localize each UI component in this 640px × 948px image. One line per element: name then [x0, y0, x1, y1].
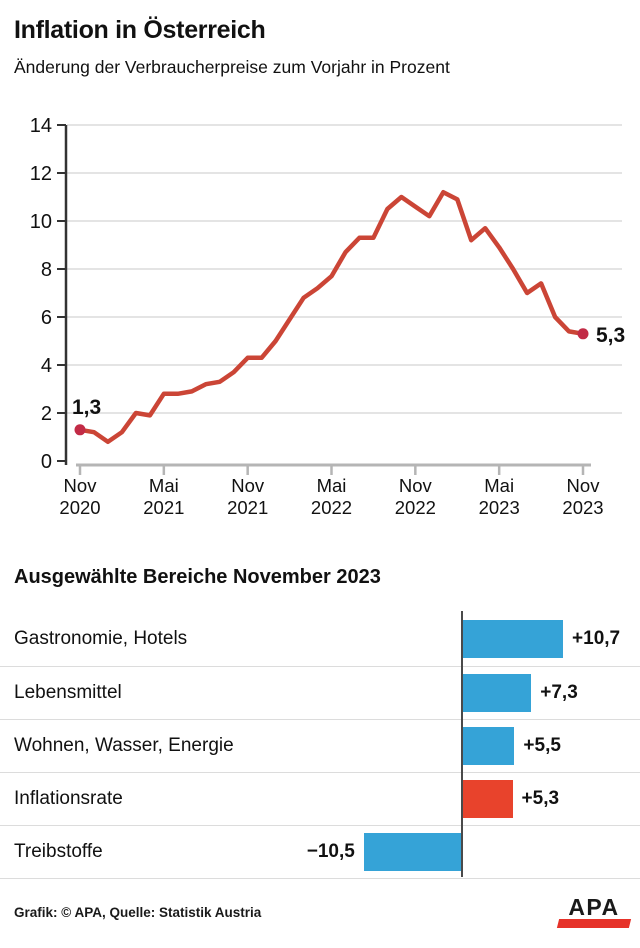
y-axis-tick-label: 0: [41, 451, 52, 473]
bar-row: Inflationsrate +5,3: [0, 772, 640, 825]
bar-rect: [463, 780, 513, 818]
y-axis-tick-label: 4: [41, 355, 52, 377]
inflation-line-chart: 0 2 4 6 8 10 12 14 Nov 2020 Mai 2021 Nov 2021 Mai 2022 N…: [30, 115, 625, 518]
x-axis-tick-label: Nov 2022: [395, 475, 436, 518]
bar-value-label: −10,5: [306, 841, 355, 862]
data-point-label: 1,3: [72, 396, 101, 419]
bar-value-label: +7,3: [540, 682, 578, 703]
bar-row-label: Treibstoffe: [14, 841, 103, 862]
x-axis-tick-label: Mai 2022: [311, 475, 352, 518]
data-point-marker: [74, 424, 86, 436]
bar-row: Lebensmittel +7,3: [0, 666, 640, 719]
page-subtitle: Änderung der Verbraucherpreise zum Vorja…: [14, 57, 450, 77]
page-title: Inflation in Österreich: [14, 16, 266, 44]
x-axis-tick-label: Mai 2023: [479, 475, 520, 518]
bar-value-label: +10,7: [572, 628, 621, 649]
y-axis-tick-label: 14: [30, 115, 52, 137]
x-axis-tick-label: Nov 2020: [59, 475, 100, 518]
bar-row-label: Gastronomie, Hotels: [14, 628, 188, 649]
y-axis-tick-label: 12: [30, 163, 52, 185]
bar-value-label: +5,3: [521, 788, 560, 809]
bar-chart-rows: Gastronomie, Hotels +10,7 Lebensmittel +7,3…: [0, 613, 640, 879]
apa-logo: APA: [556, 894, 632, 928]
y-axis-tick-label: 8: [41, 259, 52, 281]
bar-section-title: Ausgewählte Bereiche November 2023: [14, 566, 381, 588]
bar-row: Gastronomie, Hotels +10,7: [0, 613, 640, 666]
bar-rect: [463, 620, 564, 658]
bar-row-label: Inflationsrate: [14, 788, 123, 809]
bar-row-label: Wohnen, Wasser, Energie: [14, 735, 234, 756]
bar-value-label: +5,5: [523, 735, 561, 756]
data-point-marker: [577, 328, 589, 340]
apa-logo-red-bar: [556, 919, 632, 928]
y-axis-tick-label: 10: [30, 211, 52, 233]
bar-row: Wohnen, Wasser, Energie +5,5: [0, 719, 640, 772]
y-axis-tick-label: 2: [41, 403, 52, 425]
bar-rect: [463, 727, 515, 765]
bar-chart-baseline: [461, 611, 463, 877]
apa-logo-text: APA: [568, 894, 620, 920]
credit-text: Grafik: © APA, Quelle: Statistik Austria: [14, 905, 262, 920]
x-axis-tick-label: Nov 2021: [227, 475, 268, 518]
bar-rect: [463, 674, 532, 712]
x-axis-tick-label: Mai 2021: [143, 475, 184, 518]
bar-row-label: Lebensmittel: [14, 682, 122, 703]
bar-rect: [363, 833, 462, 871]
x-axis-tick-label: Nov 2023: [562, 475, 603, 518]
y-axis-tick-label: 6: [41, 307, 52, 329]
bar-row: Treibstoffe −10,5: [0, 825, 640, 878]
inflation-line-series: [77, 189, 586, 445]
data-point-label: 5,3: [596, 324, 625, 347]
